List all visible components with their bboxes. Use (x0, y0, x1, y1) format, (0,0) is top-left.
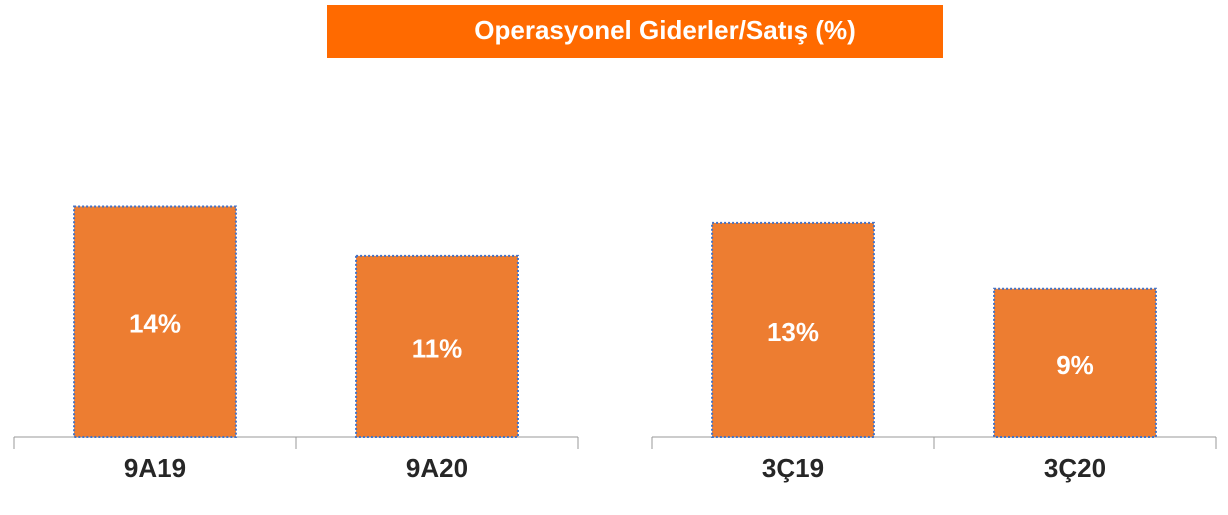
x-tick-label: 9A20 (406, 453, 468, 483)
x-tick-label: 3Ç19 (762, 453, 824, 483)
x-tick-label: 9A19 (124, 453, 186, 483)
chart-title: Operasyonel Giderler/Satış (%) (474, 15, 855, 45)
bar (711, 221, 875, 438)
bar (993, 287, 1157, 438)
value-label: 14% (129, 309, 181, 339)
bar (355, 254, 519, 438)
bar (73, 205, 237, 438)
value-label: 13% (767, 317, 819, 347)
value-label: 9% (1056, 350, 1094, 380)
value-label: 11% (412, 333, 463, 363)
title-banner (327, 5, 943, 58)
x-tick-label: 3Ç20 (1044, 453, 1106, 483)
